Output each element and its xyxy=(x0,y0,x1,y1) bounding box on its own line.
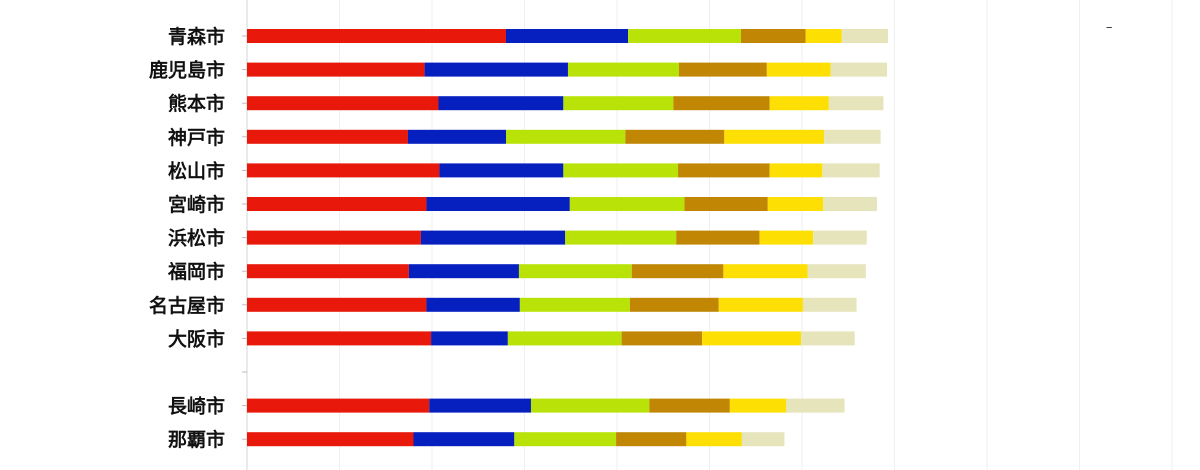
bar-segment xyxy=(247,129,408,144)
bar-segment xyxy=(718,297,803,312)
category-label: 長崎市 xyxy=(168,395,225,418)
bar-segment xyxy=(247,398,430,413)
bar-segment xyxy=(766,62,831,77)
bar-segment xyxy=(678,62,767,77)
bar-segment xyxy=(506,129,626,144)
bar-segment xyxy=(563,96,674,111)
bar-segment xyxy=(813,230,867,245)
bar-segment xyxy=(247,432,414,447)
bars xyxy=(247,29,889,447)
bar-segment xyxy=(514,432,617,447)
bar-segment xyxy=(621,331,703,346)
bar-segment xyxy=(786,398,845,413)
bar-segment xyxy=(759,230,814,245)
bar-segment xyxy=(247,297,427,312)
bar-segment xyxy=(678,163,770,178)
bar-segment xyxy=(518,264,632,279)
bar-segment xyxy=(567,62,679,77)
bar-segment xyxy=(407,129,506,144)
bar-segment xyxy=(828,96,884,111)
bar-segment xyxy=(649,398,730,413)
bar-segment xyxy=(684,197,768,211)
bar-segment xyxy=(439,163,564,178)
bar-segment xyxy=(616,432,687,447)
bar-segment xyxy=(628,29,741,43)
bar-segment xyxy=(830,62,888,77)
bar-segment xyxy=(506,29,629,43)
bar-segment xyxy=(767,197,824,211)
bar-segment xyxy=(769,163,823,178)
category-label: 大阪市 xyxy=(168,327,225,350)
bar-segment xyxy=(805,29,842,43)
bar-segment xyxy=(729,398,787,413)
bar-segment xyxy=(438,96,564,111)
bar-segment xyxy=(807,264,866,279)
bar-segment xyxy=(822,163,880,178)
bar-segment xyxy=(247,230,421,245)
bar-segment xyxy=(625,129,725,144)
category-label: 那覇市 xyxy=(168,428,225,451)
bar-segment xyxy=(247,264,409,279)
category-label: 熊本市 xyxy=(168,92,225,115)
legend-marker: – xyxy=(1106,20,1113,35)
bar-segment xyxy=(629,297,719,312)
bar-segment xyxy=(247,96,439,111)
bar-segment xyxy=(565,230,677,245)
category-label: 神戸市 xyxy=(168,126,225,149)
bar-segment xyxy=(769,96,829,111)
category-label: 松山市 xyxy=(168,159,225,182)
bar-segment xyxy=(631,264,724,279)
bar-segment xyxy=(429,398,531,413)
category-label: 宮崎市 xyxy=(168,193,225,216)
bar-segment xyxy=(569,197,685,211)
bar-segment xyxy=(247,62,425,77)
bar-segment xyxy=(740,29,806,43)
category-label: 鹿児島市 xyxy=(149,59,225,82)
bar-segment xyxy=(247,331,432,346)
bar-segment xyxy=(673,96,770,111)
bar-segment xyxy=(247,163,440,178)
bar-segment xyxy=(686,432,742,447)
bar-segment xyxy=(413,432,515,447)
bar-segment xyxy=(247,197,427,211)
bar-segment xyxy=(563,163,679,178)
bar-segment xyxy=(408,264,519,279)
bar-segment xyxy=(507,331,622,346)
bar-segment xyxy=(841,29,889,43)
category-label: 浜松市 xyxy=(168,227,225,250)
bar-segment xyxy=(676,230,760,245)
bar-segment xyxy=(426,197,570,211)
bar-segment xyxy=(741,432,785,447)
bar-segment xyxy=(530,398,650,413)
category-label: 名古屋市 xyxy=(149,294,225,317)
bar-segment xyxy=(426,297,520,312)
bar-segment xyxy=(424,62,568,77)
category-label: 青森市 xyxy=(168,25,225,48)
bar-segment xyxy=(247,29,506,43)
bar-segment xyxy=(824,129,881,144)
bar-segment xyxy=(723,264,808,279)
bar-segment xyxy=(519,297,630,312)
bar-segment xyxy=(431,331,508,346)
bar-segment xyxy=(420,230,566,245)
bar-segment xyxy=(823,197,877,211)
bar-segment xyxy=(724,129,825,144)
bar-segment xyxy=(801,331,855,346)
category-label: 福岡市 xyxy=(167,260,225,283)
bar-segment xyxy=(702,331,802,346)
bar-segment xyxy=(802,297,857,312)
